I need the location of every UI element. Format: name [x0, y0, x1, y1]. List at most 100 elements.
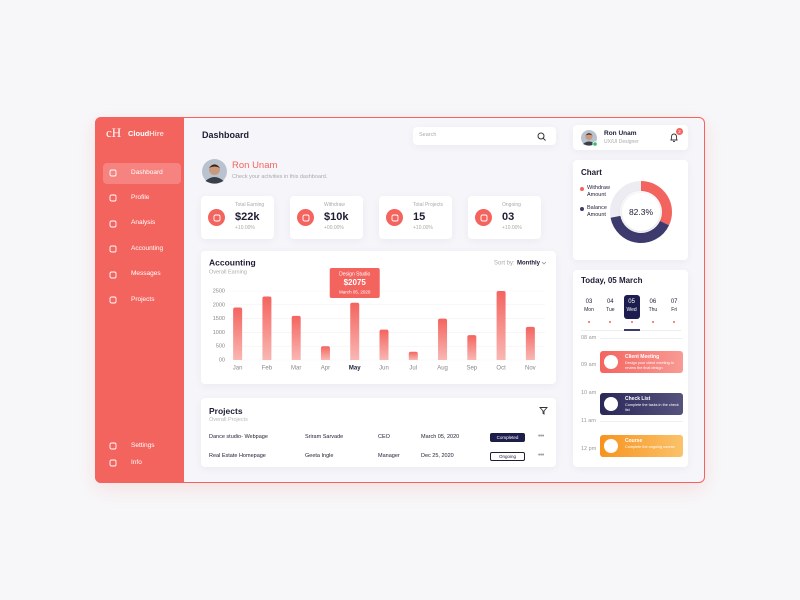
bar	[233, 307, 243, 360]
x-tick-label: Jul	[409, 366, 417, 372]
user-avatar	[581, 130, 598, 147]
day-date[interactable]: 03	[585, 299, 593, 305]
x-tick-label: Apr	[321, 366, 330, 372]
user-role: UX/UI Designer	[604, 139, 639, 145]
y-tick-label: 00	[219, 357, 225, 363]
brand-name: CloudHire	[128, 130, 164, 138]
accounting-card: Accounting Overall Earning Sort by: Mont…	[201, 251, 556, 384]
day-date[interactable]: 07	[670, 299, 678, 305]
project-cell: Geeta Ingle	[305, 453, 334, 459]
x-tick-label: Oct	[496, 366, 506, 372]
donut-center-label: 82.3%	[629, 207, 654, 217]
day-name[interactable]: Thu	[648, 307, 658, 313]
day-name[interactable]: Wed	[626, 307, 637, 313]
bar	[467, 335, 477, 360]
sort-value[interactable]: Monthly	[517, 261, 541, 267]
x-tick-label: Jan	[233, 366, 243, 372]
day-dot	[609, 321, 612, 323]
event-title: Client Meeting	[625, 354, 660, 360]
nav-icon-shape	[109, 220, 117, 228]
tooltip: Design Studio$2075 March 05, 2020	[329, 268, 380, 298]
tooltip-title: Design Studio	[339, 271, 370, 277]
x-tick-label: Aug	[437, 366, 448, 372]
search-box[interactable]: Search	[413, 127, 556, 145]
day-name[interactable]: Fri	[671, 307, 678, 313]
stat-label: Ongoing	[502, 202, 521, 208]
nav-icon-shape	[109, 271, 117, 279]
time-label: 12 pm	[581, 445, 597, 452]
nav-item[interactable]: Messages	[131, 270, 161, 278]
nav-item[interactable]: Dashboard	[131, 168, 163, 176]
row-menu[interactable]: •••	[538, 433, 544, 440]
day-name[interactable]: Tue	[606, 307, 615, 313]
bar	[408, 351, 418, 360]
stat-icon	[208, 209, 225, 226]
event-card[interactable]: Check List Complete the tasks in the chec…	[600, 393, 683, 415]
time-label: 10 am	[581, 390, 597, 397]
stat-card: Total Projects 15 +10.00%	[379, 196, 452, 239]
time-label: 11 am	[581, 417, 596, 424]
welcome-name: Ron Unam	[232, 160, 278, 171]
nav-icon-shape	[109, 296, 117, 304]
page-title: Dashboard	[202, 130, 250, 140]
event-text: Design your client meeting to review the…	[625, 361, 674, 370]
x-tick-label: Jun	[379, 366, 389, 372]
nav-item[interactable]: Info	[131, 458, 142, 466]
day-date[interactable]: 04	[606, 299, 614, 305]
nav-item[interactable]: Accounting	[131, 244, 164, 252]
bell-icon[interactable]	[669, 132, 679, 143]
legend-label: Withdraw Amount	[587, 185, 610, 199]
status-badge[interactable]: Ongoing	[490, 451, 525, 461]
stat-icon	[386, 209, 403, 226]
day-date[interactable]: 05	[628, 299, 635, 305]
nav-icon	[109, 271, 117, 279]
filter-icon[interactable]	[539, 406, 548, 415]
stat-value: 03	[502, 211, 515, 223]
nav-item[interactable]: Analysis	[131, 219, 156, 227]
projects-title: Projects	[209, 406, 243, 416]
nav-icon-shape	[109, 245, 117, 253]
stat-icon	[297, 209, 314, 226]
sort-chevron	[541, 261, 547, 265]
stat-icon-glyph-shape	[480, 214, 487, 221]
notification-count: 2	[678, 128, 681, 134]
time-label: 08 am	[581, 334, 597, 341]
day-dot	[651, 321, 654, 323]
nav-icon-shape	[109, 194, 117, 202]
stat-icon-glyph-shape	[391, 214, 398, 221]
bar	[525, 326, 535, 360]
nav-item[interactable]: Settings	[131, 441, 155, 449]
nav-icon-shape	[109, 459, 117, 467]
notification-badge	[676, 128, 683, 135]
day-dot	[673, 321, 676, 323]
x-tick-label: Mar	[291, 366, 301, 372]
event-card[interactable]: Course Complete the ongoing course	[600, 435, 683, 457]
user-name: Ron Unam	[604, 130, 637, 137]
stat-change: +10.00%	[235, 225, 255, 231]
donut-center	[622, 193, 660, 231]
nav-icon	[109, 194, 117, 202]
stat-value: $10k	[324, 211, 349, 223]
stat-icon-glyph-shape	[302, 214, 309, 221]
status-badge[interactable]: Completed	[490, 432, 525, 442]
projects-subtitle: Overall Projects	[209, 417, 248, 423]
event-card[interactable]: Client Meeting Design your client meeting…	[600, 351, 683, 373]
project-cell: Manager	[378, 453, 400, 459]
day-date[interactable]: 06	[649, 299, 657, 305]
bar	[379, 329, 389, 360]
stat-label: Total Projects	[413, 202, 444, 208]
row-menu[interactable]: •••	[538, 452, 544, 459]
nav-item[interactable]: Profile	[131, 193, 150, 201]
stat-icon-glyph	[302, 214, 309, 221]
brand-second: Hire	[149, 129, 164, 138]
avatar	[202, 159, 227, 184]
project-cell: Dance studio- Webpage	[209, 434, 268, 440]
day-name[interactable]: Mon	[584, 307, 594, 313]
nav-icon	[109, 459, 117, 467]
day-dot	[630, 321, 633, 323]
user-card: Ron Unam UX/UI Designer 2	[573, 125, 688, 150]
y-tick-label: 1500	[213, 316, 225, 322]
nav-item[interactable]: Projects	[131, 295, 155, 303]
event-title: Check List	[625, 396, 651, 402]
